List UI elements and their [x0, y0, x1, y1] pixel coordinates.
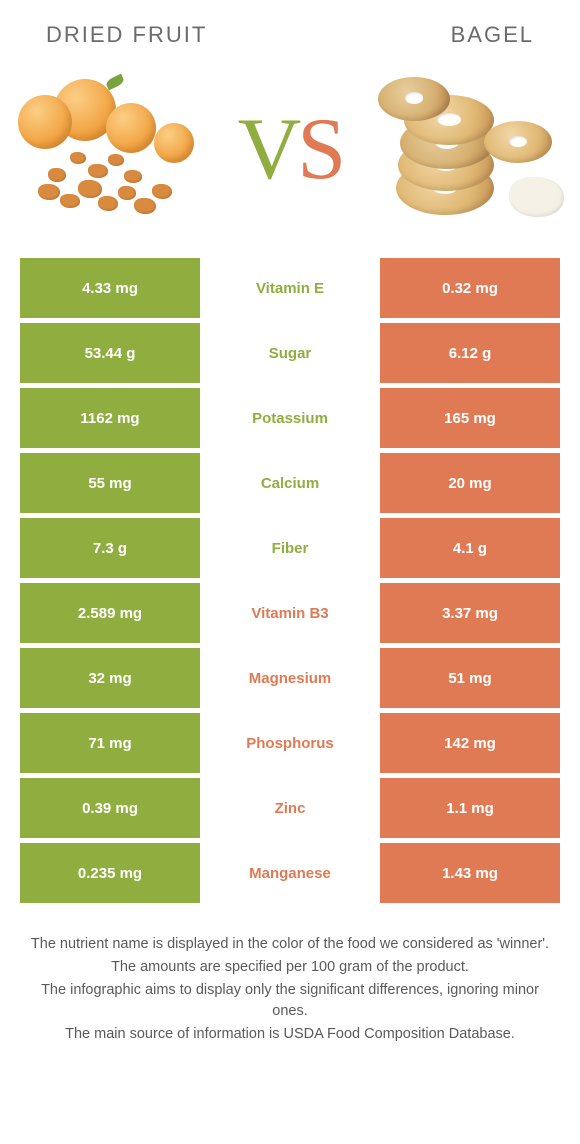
table-row: 7.3 gFiber4.1 g [20, 518, 560, 578]
value-left: 0.235 mg [20, 843, 200, 903]
nutrient-label: Zinc [200, 778, 380, 838]
nutrient-label: Magnesium [200, 648, 380, 708]
table-row: 0.235 mgManganese1.43 mg [20, 843, 560, 903]
footnote-line: The amounts are specified per 100 gram o… [30, 957, 550, 978]
value-right: 0.32 mg [380, 258, 560, 318]
value-right: 20 mg [380, 453, 560, 513]
value-right: 165 mg [380, 388, 560, 448]
value-right: 1.1 mg [380, 778, 560, 838]
value-right: 3.37 mg [380, 583, 560, 643]
infographic: DRIED FRUIT BAGEL [0, 0, 580, 1045]
nutrient-label: Vitamin E [200, 258, 380, 318]
vs-label: VS [238, 106, 343, 194]
nutrient-label: Vitamin B3 [200, 583, 380, 643]
value-left: 2.589 mg [20, 583, 200, 643]
bagel-image [376, 75, 566, 225]
table-row: 71 mgPhosphorus142 mg [20, 713, 560, 773]
vs-s: S [297, 106, 342, 194]
value-right: 4.1 g [380, 518, 560, 578]
table-row: 1162 mgPotassium165 mg [20, 388, 560, 448]
value-left: 7.3 g [20, 518, 200, 578]
value-left: 55 mg [20, 453, 200, 513]
title-row: DRIED FRUIT BAGEL [0, 0, 580, 48]
value-right: 1.43 mg [380, 843, 560, 903]
table-row: 32 mgMagnesium51 mg [20, 648, 560, 708]
table-row: 2.589 mgVitamin B33.37 mg [20, 583, 560, 643]
value-right: 51 mg [380, 648, 560, 708]
value-left: 32 mg [20, 648, 200, 708]
value-left: 53.44 g [20, 323, 200, 383]
value-left: 4.33 mg [20, 258, 200, 318]
title-right: BAGEL [451, 22, 534, 48]
nutrient-label: Sugar [200, 323, 380, 383]
value-left: 1162 mg [20, 388, 200, 448]
nutrient-label: Potassium [200, 388, 380, 448]
table-row: 55 mgCalcium20 mg [20, 453, 560, 513]
table-row: 53.44 gSugar6.12 g [20, 323, 560, 383]
title-left: DRIED FRUIT [46, 22, 207, 48]
table-row: 0.39 mgZinc1.1 mg [20, 778, 560, 838]
nutrient-label: Phosphorus [200, 713, 380, 773]
hero-row: VS [0, 48, 580, 258]
nutrient-label: Fiber [200, 518, 380, 578]
vs-v: V [238, 106, 298, 194]
comparison-table: 4.33 mgVitamin E0.32 mg53.44 gSugar6.12 … [0, 258, 580, 903]
nutrient-label: Calcium [200, 453, 380, 513]
footnote-line: The nutrient name is displayed in the co… [30, 934, 550, 955]
footnote-line: The main source of information is USDA F… [30, 1024, 550, 1045]
footnote-line: The infographic aims to display only the… [30, 980, 550, 1022]
value-left: 71 mg [20, 713, 200, 773]
nutrient-label: Manganese [200, 843, 380, 903]
footnotes: The nutrient name is displayed in the co… [0, 908, 580, 1045]
dried-fruit-image [14, 75, 204, 225]
value-right: 142 mg [380, 713, 560, 773]
value-left: 0.39 mg [20, 778, 200, 838]
value-right: 6.12 g [380, 323, 560, 383]
table-row: 4.33 mgVitamin E0.32 mg [20, 258, 560, 318]
